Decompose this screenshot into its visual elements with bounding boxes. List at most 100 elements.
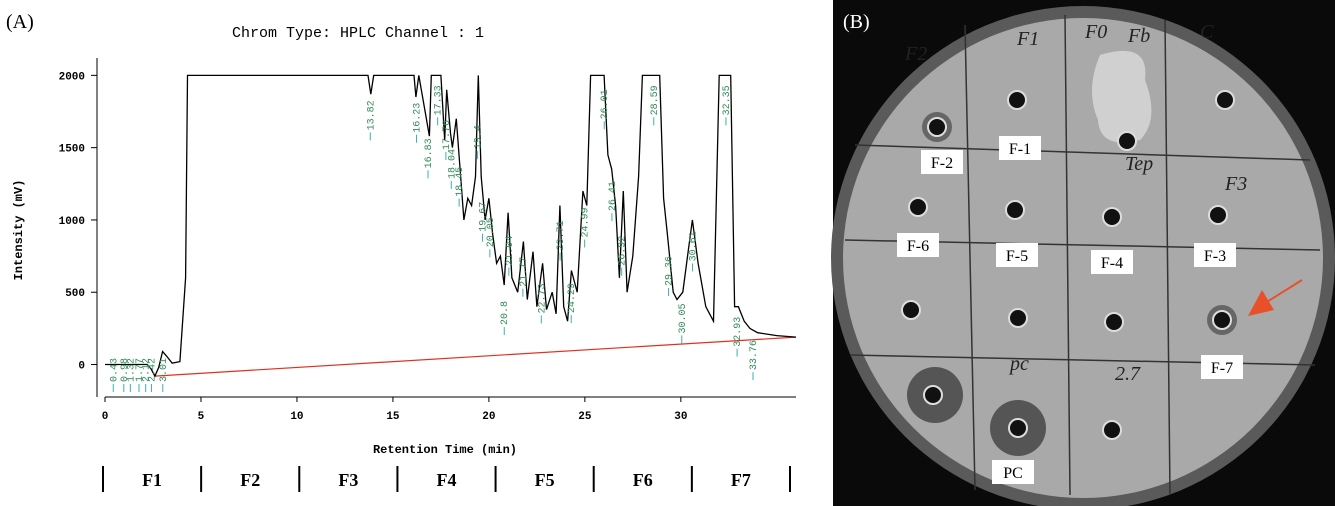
- label-box: [1091, 250, 1133, 274]
- peak-label: 21.77: [519, 257, 530, 287]
- label-box: [897, 233, 939, 257]
- handwriting: F3: [1224, 173, 1247, 195]
- y-axis-label: Intensity (mV): [12, 180, 26, 281]
- y-tick-label: 500: [65, 288, 85, 300]
- clear-zone: [1091, 50, 1152, 143]
- peak-label: 32.35: [722, 85, 733, 115]
- baseline: [154, 336, 797, 377]
- well: [908, 197, 928, 217]
- peak-label: 1.77: [135, 358, 146, 382]
- peak-label: 19.4: [473, 125, 484, 149]
- peak-label: 18.04: [447, 149, 458, 179]
- x-tick-label: 15: [386, 411, 400, 423]
- peak-label: 19.67: [479, 202, 490, 232]
- well: [1008, 308, 1028, 328]
- well-label: F-5: [1006, 248, 1028, 265]
- label-box: [999, 136, 1041, 160]
- x-axis-label: Retention Time (min): [373, 443, 517, 457]
- well: [927, 117, 947, 137]
- fraction-label: F4: [437, 470, 457, 490]
- well: [1102, 207, 1122, 227]
- peak-label: 13.82: [366, 100, 377, 130]
- label-box: [921, 150, 963, 174]
- peak-label: 0.43: [109, 358, 120, 382]
- x-tick-label: 30: [674, 411, 687, 423]
- x-tick-label: 10: [290, 411, 303, 423]
- well-label: F-4: [1101, 255, 1123, 272]
- well: [1212, 310, 1232, 330]
- well: [901, 300, 921, 320]
- peak-label: 1.32: [126, 358, 137, 382]
- fraction-label: F3: [338, 470, 358, 490]
- well-label: F-3: [1204, 248, 1226, 265]
- peak-label: 16.23: [413, 103, 424, 133]
- panel-label: (B): [843, 11, 870, 33]
- well: [1117, 131, 1137, 151]
- peak-label: 20.8: [500, 301, 511, 325]
- peak-label: 0.98: [120, 358, 131, 382]
- peak-label: 2.12: [142, 358, 153, 382]
- fraction-label: F7: [731, 470, 751, 490]
- y-tick-label: 2000: [59, 71, 85, 83]
- x-tick-label: 25: [578, 411, 592, 423]
- peak-label: 2.42: [147, 358, 158, 382]
- fraction-label: F6: [633, 470, 653, 490]
- y-tick-label: 1000: [59, 216, 85, 228]
- handwriting: F2: [904, 43, 927, 65]
- peak-label: 24.29: [567, 283, 578, 313]
- peak-label: 23.71: [556, 221, 567, 251]
- handwriting: F0: [1084, 21, 1107, 43]
- fraction-label: F5: [535, 470, 555, 490]
- peak-label: 18.45: [455, 167, 466, 197]
- peak-label: 21.04: [505, 236, 516, 266]
- x-tick-label: 0: [102, 411, 109, 423]
- well: [923, 385, 943, 405]
- well: [1104, 312, 1124, 332]
- well: [1005, 200, 1025, 220]
- label-box: [1194, 243, 1236, 267]
- peak-label: 17.76: [442, 120, 453, 150]
- label-box: [992, 460, 1034, 484]
- well-label: F-7: [1211, 360, 1233, 377]
- grid-lines: [844, 14, 1321, 496]
- x-tick-label: 5: [198, 411, 205, 423]
- well: [1215, 90, 1235, 110]
- peak-label: 3.01: [159, 358, 170, 382]
- x-tick-label: 20: [482, 411, 495, 423]
- peak-label: 30.61: [689, 231, 700, 261]
- arrow-shaft: [1261, 279, 1303, 306]
- well: [1208, 205, 1228, 225]
- peak-label: 22.73: [537, 283, 548, 313]
- label-box: [996, 243, 1038, 267]
- plate-line: [1164, 19, 1171, 496]
- peak-label: 29.36: [665, 256, 676, 286]
- handwriting: Tep: [1125, 153, 1153, 175]
- peak-label: 33.76: [749, 340, 760, 370]
- peak-label: 26.92: [618, 236, 629, 266]
- handwriting: pc: [1008, 353, 1029, 375]
- peak-label: 16.83: [424, 138, 435, 168]
- handwriting: F1: [1016, 28, 1039, 50]
- plate-photo: (B) F-2 F-1 F-6 F-5 F-4 F-3 F-7 PC F2 F1 F0 Fb C Tep F…: [831, 0, 1335, 506]
- peak-label: 26.41: [608, 181, 619, 211]
- handwriting: Fb: [1127, 25, 1150, 47]
- peak-label: 30.05: [678, 303, 689, 333]
- label-box: [1201, 355, 1243, 379]
- chart-title: Chrom Type: HPLC Channel : 1: [232, 25, 484, 42]
- panel-label: (A): [6, 11, 34, 33]
- fraction-label: F2: [240, 470, 260, 490]
- fraction-label: F1: [142, 470, 162, 490]
- peak-label: 32.93: [733, 317, 744, 347]
- plate-line: [1064, 14, 1071, 496]
- arrow-head: [1248, 290, 1274, 316]
- well: [1007, 90, 1027, 110]
- y-tick-label: 0: [78, 361, 85, 373]
- y-tick-label: 1500: [59, 144, 85, 156]
- well-label: F-2: [931, 155, 953, 172]
- handwriting: C: [1200, 21, 1214, 43]
- plate-line: [854, 144, 1311, 161]
- peak-label: 28.59: [650, 85, 661, 115]
- chromatogram: [105, 74, 797, 378]
- peak-label: 20.05: [486, 217, 497, 247]
